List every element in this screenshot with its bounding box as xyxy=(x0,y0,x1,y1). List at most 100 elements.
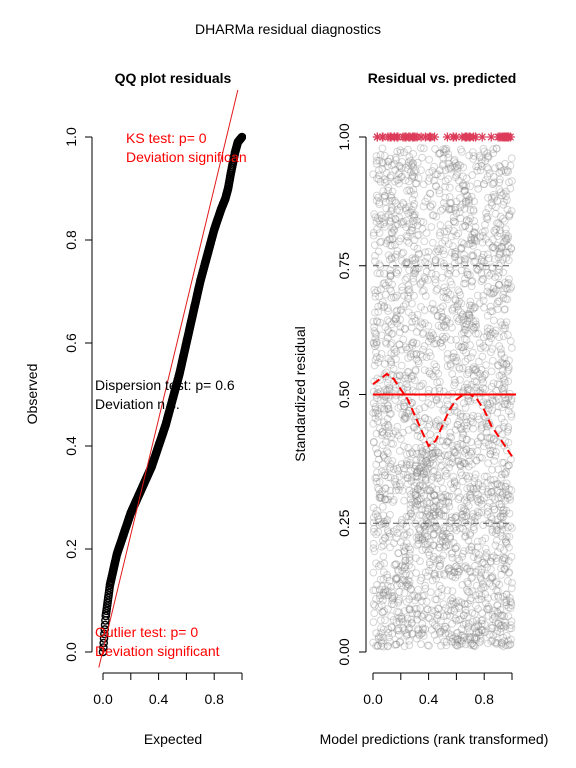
residual-point xyxy=(483,268,492,277)
residual-point xyxy=(465,632,474,641)
residual-point xyxy=(483,172,492,181)
residual-point xyxy=(497,493,505,502)
residual-point xyxy=(503,427,512,436)
residual-point xyxy=(479,378,488,387)
residual-point xyxy=(477,576,486,584)
residual-point xyxy=(496,175,504,184)
residual-point xyxy=(397,612,406,621)
dispersion-test-line-1: Dispersion test: p= 0.6 xyxy=(95,377,235,393)
residual-point xyxy=(424,423,433,431)
residual-point xyxy=(413,609,421,618)
residual-point xyxy=(439,321,448,329)
residual-point xyxy=(445,165,453,173)
residual-point xyxy=(404,576,413,584)
qq-point xyxy=(99,634,109,643)
residual-point xyxy=(418,628,427,637)
residual-point xyxy=(491,529,500,538)
residual-point xyxy=(478,423,486,432)
residual-point xyxy=(378,441,387,450)
residual-point xyxy=(378,428,387,436)
residual-point xyxy=(391,214,400,223)
residual-point xyxy=(415,525,424,534)
residual-point xyxy=(461,605,470,614)
residual-point xyxy=(376,396,385,405)
residual-point xyxy=(437,641,445,650)
residual-point xyxy=(450,381,459,390)
residual-point xyxy=(465,457,473,466)
residual-point xyxy=(485,169,494,178)
residual-point xyxy=(488,442,497,450)
residual-point xyxy=(488,610,497,619)
qq-y-axis: 0.00.20.40.60.81.0 xyxy=(63,127,93,662)
residual-point xyxy=(457,625,466,634)
residual-point xyxy=(369,409,378,417)
residual-point xyxy=(448,619,457,628)
residual-point xyxy=(458,631,467,639)
residual-point xyxy=(466,635,475,644)
residual-point xyxy=(407,372,416,381)
residual-point xyxy=(462,198,471,206)
residual-point xyxy=(408,629,417,638)
residual-point xyxy=(456,376,464,384)
residual-point xyxy=(384,642,392,650)
residual-point xyxy=(431,511,440,519)
residual-point xyxy=(385,529,394,538)
residual-point xyxy=(439,145,448,154)
residual-point xyxy=(410,605,419,613)
residual-point xyxy=(440,198,448,207)
residual-point xyxy=(382,495,390,504)
qq-plot-panel: QQ plot residuals KS test: p= 0 Deviatio… xyxy=(24,70,296,747)
residual-point xyxy=(487,488,496,496)
residual-point xyxy=(463,578,472,586)
residual-point xyxy=(451,638,459,647)
residual-point xyxy=(380,302,389,311)
residual-point xyxy=(444,437,452,446)
residual-point xyxy=(402,629,411,637)
residual-point xyxy=(464,309,473,318)
residual-point xyxy=(447,205,456,214)
residual-point xyxy=(423,499,432,508)
residual-point xyxy=(457,266,466,275)
residual-point xyxy=(453,356,461,365)
residual-point xyxy=(460,512,469,521)
residual-point xyxy=(450,259,459,268)
residual-point xyxy=(442,498,450,506)
residual-point xyxy=(459,446,468,455)
residual-point xyxy=(421,532,430,541)
residual-point xyxy=(495,380,504,389)
residual-point xyxy=(469,618,477,626)
residual-point xyxy=(486,288,494,297)
residual-point xyxy=(477,257,486,266)
residual-point xyxy=(409,350,418,359)
residual-point xyxy=(474,184,483,193)
residual-point xyxy=(508,524,516,532)
residual-point xyxy=(439,569,448,578)
outlier-test-annotation: Outlier test: p= 0 Deviation significant xyxy=(95,624,220,659)
residual-point xyxy=(421,476,430,485)
residual-point xyxy=(500,400,509,409)
residual-point xyxy=(502,187,510,196)
residual-point xyxy=(468,639,476,648)
residual-point xyxy=(413,244,422,253)
residual-point xyxy=(462,311,471,320)
residual-point xyxy=(476,233,485,241)
residual-point xyxy=(454,602,463,611)
residual-point xyxy=(463,267,471,276)
residual-point xyxy=(448,370,457,378)
residual-point xyxy=(459,459,468,468)
residual-point xyxy=(500,217,509,225)
outlier-marker xyxy=(392,132,402,142)
residual-point xyxy=(419,460,428,469)
residual-point xyxy=(428,450,436,458)
residual-point xyxy=(502,396,511,405)
residual-point xyxy=(452,353,461,362)
residual-point xyxy=(480,147,489,156)
residual-point xyxy=(455,493,464,502)
residual-point xyxy=(452,616,461,625)
residual-point xyxy=(452,250,460,259)
residual-point xyxy=(469,641,478,650)
residual-point xyxy=(410,236,419,244)
residual-point xyxy=(425,566,433,575)
residual-point xyxy=(502,192,510,201)
residual-point xyxy=(478,616,487,624)
